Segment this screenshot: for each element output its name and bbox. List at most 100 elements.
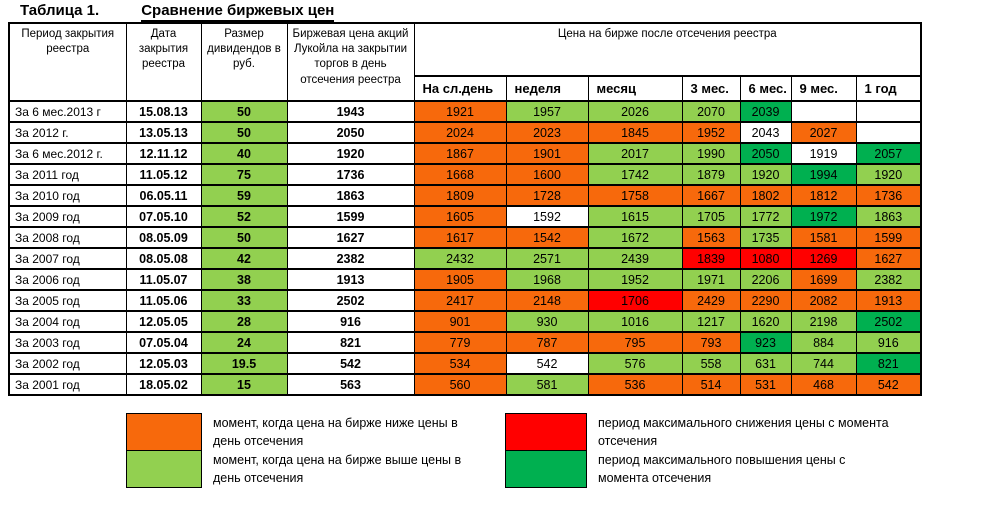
header-next-day: На сл.день bbox=[413, 75, 507, 102]
table-title: Таблица 1. Сравнение биржевых цен bbox=[20, 2, 335, 22]
price-after-cell: 1592 bbox=[505, 205, 589, 228]
dividend-cell: 33 bbox=[200, 289, 288, 312]
legend-item-above-price: момент, когда цена на бирже выше цены в … bbox=[126, 450, 478, 488]
price-after-cell: 542 bbox=[855, 373, 922, 396]
price-after-cell: 1863 bbox=[855, 205, 922, 228]
dividend-cell: 50 bbox=[200, 226, 288, 249]
price-after-cell: 2382 bbox=[855, 268, 922, 291]
price-after-cell: 1600 bbox=[505, 163, 589, 186]
table-row: За 6 мес.2012 г. 12.11.12 40 1920 1867 1901 20… bbox=[8, 142, 922, 165]
legend-right: период максимального снижения цены с мом… bbox=[505, 413, 898, 488]
header-date: Дата закрытия реестра bbox=[125, 22, 202, 102]
price-after-cell: 916 bbox=[855, 331, 922, 354]
legend-label: момент, когда цена на бирже ниже цены в … bbox=[213, 416, 458, 449]
price-after-cell: 1772 bbox=[739, 205, 792, 228]
header-price: Биржевая цена акций Лукойла на закрытии … bbox=[286, 22, 415, 102]
header-row-main: Период закрытия реестра Дата закрытия ре… bbox=[8, 22, 922, 102]
price-after-cell: 536 bbox=[587, 373, 683, 396]
legend-label: момент, когда цена на бирже выше цены в … bbox=[213, 453, 462, 486]
price-after-cell: 901 bbox=[413, 310, 507, 333]
price-after-cell: 1758 bbox=[587, 184, 683, 207]
header-month: месяц bbox=[587, 75, 683, 102]
price-after-cell: 576 bbox=[587, 352, 683, 375]
price-after-cell: 1809 bbox=[413, 184, 507, 207]
header-9-months: 9 мес. bbox=[790, 75, 857, 102]
price-cell: 821 bbox=[286, 331, 415, 354]
price-cell: 2050 bbox=[286, 121, 415, 144]
price-after-cell: 1542 bbox=[505, 226, 589, 249]
date-cell: 11.05.07 bbox=[125, 268, 202, 291]
date-cell: 11.05.06 bbox=[125, 289, 202, 312]
price-after-cell: 1269 bbox=[790, 247, 857, 270]
price-after-cell: 2043 bbox=[739, 121, 792, 144]
dividend-cell: 42 bbox=[200, 247, 288, 270]
table-number-label: Таблица 1. bbox=[20, 2, 100, 19]
period-cell: За 2012 г. bbox=[8, 121, 127, 144]
price-after-cell: 1736 bbox=[855, 184, 922, 207]
price-after-cell: 1867 bbox=[413, 142, 507, 165]
price-after-cell: 1994 bbox=[790, 163, 857, 186]
price-after-cell: 560 bbox=[413, 373, 507, 396]
price-cell: 1943 bbox=[286, 100, 415, 123]
price-after-cell: 793 bbox=[681, 331, 741, 354]
price-after-cell: 2290 bbox=[739, 289, 792, 312]
dividend-cell: 38 bbox=[200, 268, 288, 291]
price-after-cell: 2023 bbox=[505, 121, 589, 144]
price-after-cell: 2432 bbox=[413, 247, 507, 270]
price-after-cell: 2050 bbox=[739, 142, 792, 165]
price-after-cell: 2024 bbox=[413, 121, 507, 144]
dividend-cell: 59 bbox=[200, 184, 288, 207]
price-after-cell: 1217 bbox=[681, 310, 741, 333]
price-cell: 2502 bbox=[286, 289, 415, 312]
price-after-cell: 631 bbox=[739, 352, 792, 375]
period-cell: За 2001 год bbox=[8, 373, 127, 396]
table-row: За 6 мес.2013 г 15.08.13 50 1943 1921 1957 202… bbox=[8, 100, 922, 123]
header-period: Период закрытия реестра bbox=[8, 22, 127, 102]
price-cell: 916 bbox=[286, 310, 415, 333]
price-after-cell: 534 bbox=[413, 352, 507, 375]
price-after-cell: 1971 bbox=[681, 268, 741, 291]
price-cell: 1736 bbox=[286, 163, 415, 186]
legend-item-max-decline: период максимального снижения цены с мом… bbox=[505, 413, 898, 451]
table-row: За 2006 год 11.05.07 38 1913 1905 1968 1952 197… bbox=[8, 268, 922, 291]
price-cell: 1599 bbox=[286, 205, 415, 228]
price-after-cell: 1952 bbox=[681, 121, 741, 144]
period-cell: За 2005 год bbox=[8, 289, 127, 312]
header-dividend: Размер дивидендов в руб. bbox=[200, 22, 288, 102]
price-cell: 1627 bbox=[286, 226, 415, 249]
header-6-months: 6 мес. bbox=[739, 75, 792, 102]
price-after-cell: 468 bbox=[790, 373, 857, 396]
price-after-cell: 2026 bbox=[587, 100, 683, 123]
date-cell: 06.05.11 bbox=[125, 184, 202, 207]
header-week: неделя bbox=[505, 75, 589, 102]
price-after-cell: 1920 bbox=[855, 163, 922, 186]
date-cell: 18.05.02 bbox=[125, 373, 202, 396]
table-row: За 2001 год 18.05.02 15 563 560 581 536 514 531 4… bbox=[8, 373, 922, 396]
table-row: За 2008 год 08.05.09 50 1627 1617 1542 1672 156… bbox=[8, 226, 922, 249]
price-after-cell: 2082 bbox=[790, 289, 857, 312]
table-row: За 2003 год 07.05.04 24 821 779 787 795 793 923 8… bbox=[8, 331, 922, 354]
header-after-cutoff: Цена на бирже после отсечения реестра bbox=[413, 22, 922, 77]
header-row-periods: На сл.день неделя месяц 3 мес. 6 мес. 9 … bbox=[9, 75, 922, 102]
price-after-cell: 1563 bbox=[681, 226, 741, 249]
price-after-cell: 1581 bbox=[790, 226, 857, 249]
price-after-cell: 2057 bbox=[855, 142, 922, 165]
period-cell: За 2011 год bbox=[8, 163, 127, 186]
period-cell: За 2006 год bbox=[8, 268, 127, 291]
price-after-cell: 1706 bbox=[587, 289, 683, 312]
legend-label: период максимального снижения цены с мом… bbox=[598, 416, 889, 449]
header-3-months: 3 мес. bbox=[681, 75, 741, 102]
legend-label: период максимального повышения цены с мо… bbox=[598, 453, 846, 486]
price-after-cell: 2417 bbox=[413, 289, 507, 312]
legend-item-below-price: момент, когда цена на бирже ниже цены в … bbox=[126, 413, 478, 451]
price-after-cell: 1972 bbox=[790, 205, 857, 228]
price-comparison-table: Период закрытия реестра Дата закрытия ре… bbox=[8, 22, 923, 396]
legend-swatch-orange bbox=[126, 413, 202, 451]
price-after-cell: 2571 bbox=[505, 247, 589, 270]
price-after-cell: 1812 bbox=[790, 184, 857, 207]
price-cell: 2382 bbox=[286, 247, 415, 270]
dividend-cell: 75 bbox=[200, 163, 288, 186]
price-after-cell: 1913 bbox=[855, 289, 922, 312]
price-after-cell: 795 bbox=[587, 331, 683, 354]
